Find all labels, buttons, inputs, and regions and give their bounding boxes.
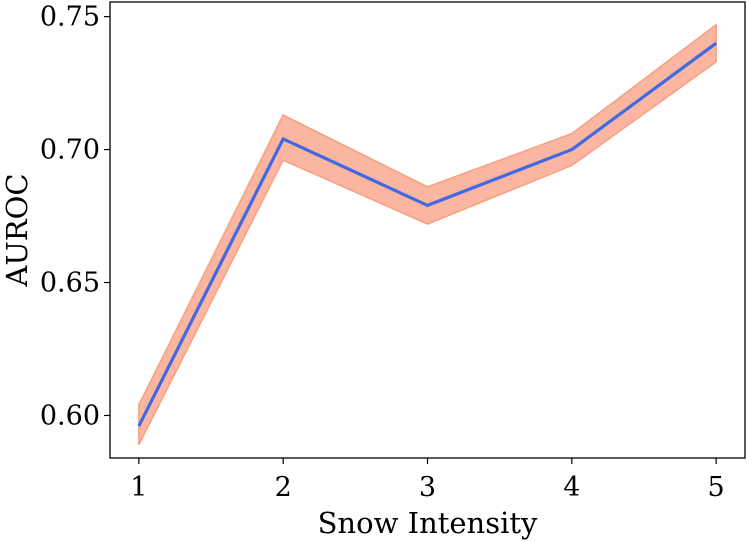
x-tick-label: 5 <box>708 472 725 503</box>
x-axis-label: Snow Intensity <box>318 506 538 540</box>
y-axis-label: AUROC <box>0 173 34 287</box>
confidence-band <box>138 23 717 446</box>
x-tick-label: 4 <box>563 472 580 503</box>
data-points <box>138 43 717 427</box>
y-tick-label: 0.70 <box>40 135 100 166</box>
x-tick-label: 3 <box>419 472 436 503</box>
y-tick-label: 0.65 <box>40 268 100 299</box>
y-axis-ticks: 0.60 0.65 0.70 0.75 <box>40 2 110 431</box>
x-tick-label: 2 <box>275 472 292 503</box>
x-axis-ticks: 1 2 3 4 5 <box>130 458 725 503</box>
x-tick-label: 1 <box>130 472 147 503</box>
y-tick-label: 0.60 <box>40 400 100 431</box>
y-tick-label: 0.75 <box>40 2 100 33</box>
axes-frame <box>109 1 746 459</box>
plot-area <box>137 23 718 446</box>
